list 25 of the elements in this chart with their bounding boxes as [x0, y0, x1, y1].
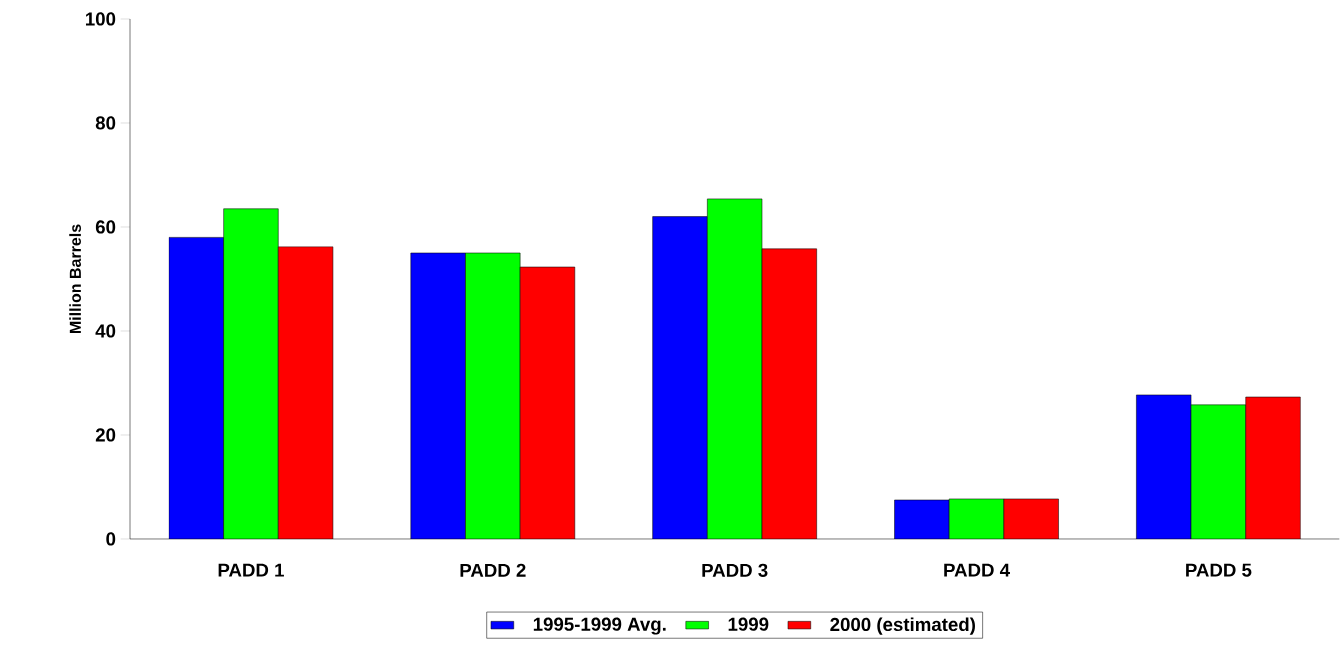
x-tick-label: PADD 4	[944, 563, 1010, 577]
y-tick-label: 0	[106, 532, 116, 546]
bar	[465, 252, 521, 539]
y-axis-title: Million Barrels	[69, 224, 81, 334]
bar	[410, 252, 466, 539]
bar	[949, 498, 1004, 539]
x-tick-label: PADD 1	[218, 563, 284, 577]
bar	[223, 208, 279, 539]
x-tick-label: PADD 5	[1186, 563, 1252, 577]
bar	[1136, 394, 1192, 539]
y-tick-label: 60	[95, 220, 116, 234]
bar	[707, 198, 762, 539]
y-tick-label: 80	[95, 116, 116, 130]
bar	[894, 499, 950, 539]
legend-label: 1995-1999 Avg.	[533, 617, 666, 635]
y-tick-label: 100	[85, 12, 116, 26]
y-tick-label: 20	[95, 428, 116, 442]
bar	[1190, 404, 1247, 539]
bar	[168, 237, 224, 539]
bar	[652, 216, 708, 539]
legend-label: 1999	[728, 617, 769, 631]
x-tick-label: PADD 2	[460, 563, 526, 577]
legend-label: 2000 (estimated)	[830, 617, 975, 635]
x-tick-label: PADD 3	[702, 563, 768, 577]
y-tick-label: 40	[95, 324, 116, 338]
